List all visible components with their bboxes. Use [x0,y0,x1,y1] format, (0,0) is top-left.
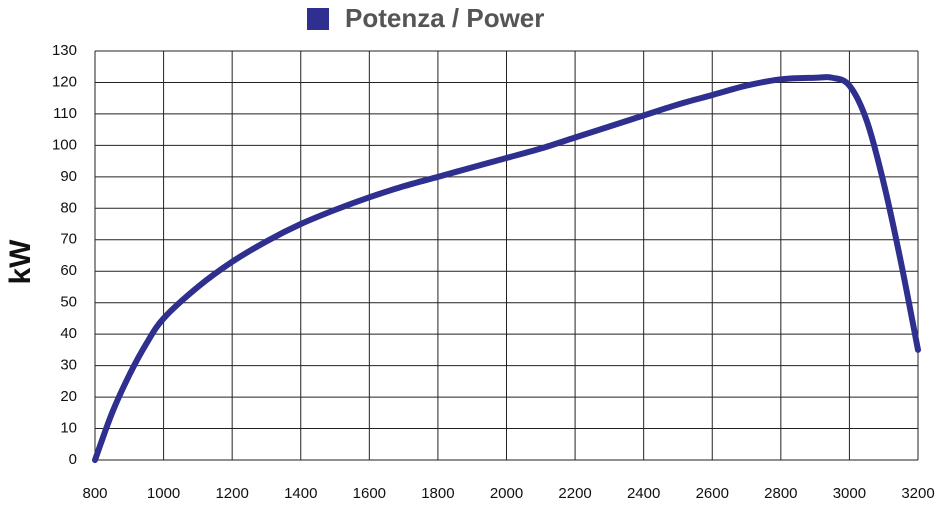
y-tick-label: 130 [52,42,77,59]
x-tick-label: 2000 [490,485,523,502]
y-tick-label: 120 [52,73,77,90]
y-tick-label: 90 [60,168,77,185]
y-tick-label: 20 [60,388,77,405]
y-tick-label: 60 [60,262,77,279]
x-tick-label: 3200 [901,485,934,502]
y-tick-label: 100 [52,136,77,153]
x-tick-label: 2200 [558,485,591,502]
y-tick-label: 0 [69,451,77,468]
y-tick-label: 40 [60,325,77,342]
legend-swatch [307,8,329,30]
y-tick-label: 110 [53,105,77,122]
x-tick-label: 1400 [284,485,317,502]
x-tick-label: 2600 [696,485,729,502]
x-tick-label: 1600 [353,485,386,502]
y-tick-label: 50 [60,294,77,311]
x-tick-label: 2400 [627,485,660,502]
y-tick-label: 30 [60,357,77,374]
x-tick-label: 800 [82,485,107,502]
y-axis-label: kW [4,239,37,285]
y-tick-label: 80 [60,199,77,216]
y-tick-label: 70 [60,231,77,248]
x-tick-label: 3000 [833,485,866,502]
x-tick-label: 1000 [147,485,180,502]
x-tick-label: 1200 [215,485,248,502]
y-tick-label: 10 [60,420,77,437]
line-series [92,74,921,463]
x-tick-label: 1800 [421,485,454,502]
x-tick-label: 2800 [764,485,797,502]
legend-label: Potenza / Power [345,3,544,33]
